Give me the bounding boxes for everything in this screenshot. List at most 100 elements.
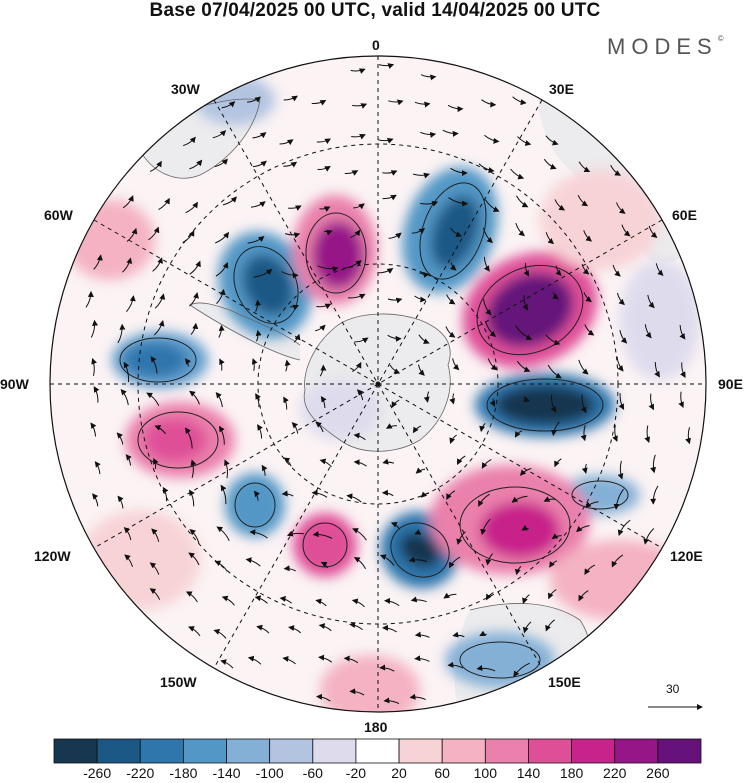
wind-vector — [218, 324, 225, 338]
wind-vector — [189, 159, 203, 170]
wind-vector — [353, 459, 367, 467]
wind-vector — [215, 392, 223, 408]
wind-vector — [255, 393, 261, 408]
wind-vector — [610, 164, 621, 176]
wind-vector — [584, 564, 596, 575]
wind-vector — [554, 199, 566, 211]
wind-vector — [224, 459, 230, 479]
lon-label-30e: 30E — [549, 81, 574, 97]
lon-label-60e: 60E — [672, 207, 697, 223]
wind-vector — [476, 664, 496, 672]
wind-vector — [315, 598, 327, 607]
wind-vector — [512, 96, 527, 106]
wind-vector — [216, 526, 230, 542]
wind-vector — [483, 256, 490, 272]
wind-vector — [522, 621, 532, 634]
wind-vector — [414, 655, 430, 662]
wind-vector — [353, 432, 366, 441]
wind-vector — [249, 529, 268, 539]
wind-vector — [378, 268, 394, 274]
wind-vector — [480, 518, 491, 536]
lon-label-150w: 150W — [160, 674, 197, 690]
wind-vector — [253, 490, 260, 501]
wind-vector — [353, 557, 367, 570]
wind-vector — [189, 390, 200, 405]
wind-vector — [478, 493, 490, 507]
wind-vector — [126, 227, 138, 242]
wind-vector — [481, 459, 492, 469]
wind-vector — [319, 458, 332, 468]
lon-label-150e: 150E — [548, 674, 581, 690]
lon-label-180: 180 — [364, 719, 388, 735]
wind-vector — [616, 356, 624, 372]
wind-vector — [215, 231, 229, 244]
reference-vector-label: 30 — [666, 682, 680, 696]
wind-vector — [680, 362, 686, 378]
wind-vector — [387, 297, 403, 304]
wind-vector — [384, 597, 400, 607]
wind-vector — [389, 364, 401, 374]
wind-vector — [612, 264, 621, 277]
wind-vector — [284, 232, 301, 239]
wind-vector — [382, 458, 395, 465]
wind-vector — [523, 396, 531, 403]
wind-vector — [349, 688, 365, 696]
wind-vector — [312, 531, 333, 539]
wind-vector — [93, 254, 103, 270]
wind-vector — [523, 263, 530, 277]
wind-vector — [547, 364, 562, 379]
wind-vector — [281, 490, 294, 497]
wind-vector — [583, 292, 592, 303]
wind-vector — [388, 99, 404, 106]
wind-vector — [420, 491, 430, 498]
wind-vector — [414, 529, 422, 535]
wind-vector — [615, 202, 626, 214]
wind-vector — [418, 364, 425, 376]
wind-vector — [378, 63, 395, 69]
wind-vector — [408, 556, 428, 563]
wind-vector — [390, 522, 401, 530]
wind-vector — [123, 361, 130, 383]
wind-vector — [356, 389, 364, 401]
wind-vector — [450, 227, 463, 238]
wind-vector — [644, 324, 652, 339]
wind-vector — [90, 319, 98, 338]
wind-vector — [522, 294, 528, 311]
wind-vector — [149, 588, 161, 600]
colorbar-tick-label: -60 — [302, 765, 323, 781]
wind-vector — [311, 100, 327, 106]
wind-vector — [253, 268, 273, 278]
wind-vector — [320, 561, 329, 569]
wind-vector — [189, 489, 195, 507]
wind-vector — [255, 299, 262, 312]
wind-vector — [484, 321, 497, 337]
wind-vector — [247, 96, 261, 103]
wind-vector — [221, 595, 235, 606]
wind-vector — [644, 425, 650, 443]
wind-vector — [648, 225, 658, 239]
wind-vector — [420, 74, 437, 81]
wind-vector — [342, 259, 362, 269]
wind-vector — [585, 501, 599, 508]
wind-vectors — [85, 63, 691, 705]
wind-vector — [125, 454, 132, 466]
wind-vector — [382, 194, 397, 201]
wind-vector — [288, 205, 302, 211]
wind-vector — [545, 619, 555, 632]
wind-vector — [616, 292, 625, 306]
wind-vector — [220, 659, 234, 669]
wind-vector — [254, 595, 268, 604]
wind-vector — [522, 594, 530, 605]
wind-vector — [350, 229, 361, 239]
colorbar-tick-label: -180 — [169, 765, 198, 781]
wind-vector — [617, 460, 624, 480]
wind-vector — [146, 392, 160, 407]
wind-vector — [447, 104, 464, 113]
wind-vector — [580, 425, 587, 442]
wind-vector — [555, 265, 562, 277]
wind-vector — [94, 461, 101, 475]
wind-vector — [149, 160, 162, 172]
wind-vector — [154, 425, 167, 435]
wind-vector — [122, 195, 134, 209]
